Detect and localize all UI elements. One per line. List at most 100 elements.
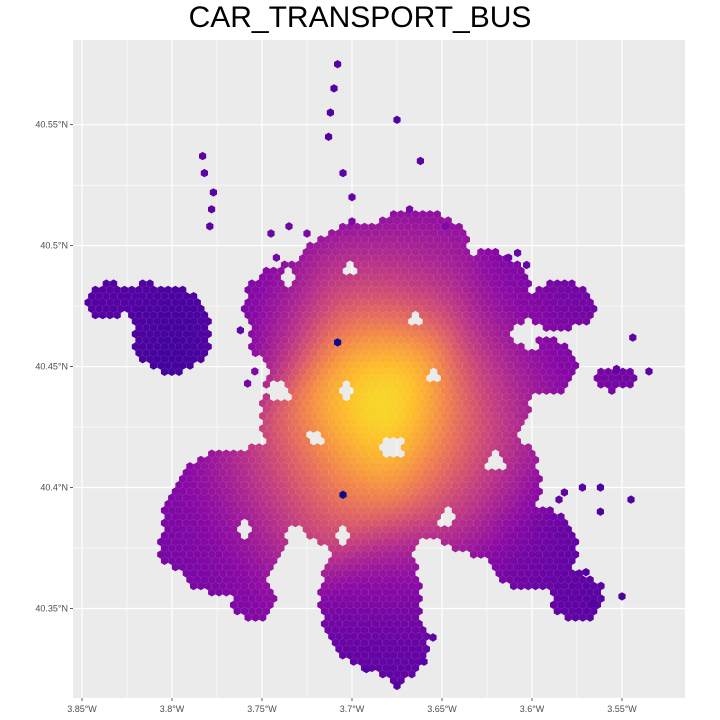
- hex-cell: [302, 424, 310, 433]
- hex-cell: [386, 216, 394, 225]
- hex-cell: [353, 247, 361, 257]
- hex-cell: [393, 380, 401, 389]
- hex-cell: [542, 373, 550, 383]
- hex-cell: [419, 273, 427, 282]
- hex-cell: [360, 449, 369, 458]
- hex-cell: [531, 506, 540, 515]
- hex-cell: [510, 481, 518, 490]
- hex-cell: [262, 493, 270, 502]
- hex-cell: [95, 304, 103, 313]
- hex-cell: [324, 323, 332, 332]
- hex-cell: [470, 298, 478, 307]
- hex-cell: [557, 323, 565, 332]
- hex-cell: [397, 260, 405, 269]
- hex-cell: [440, 411, 449, 421]
- hex-cell: [371, 329, 380, 339]
- hex-cell: [528, 386, 536, 395]
- hex-cell: [586, 298, 594, 307]
- hex-cell: [400, 304, 409, 313]
- hex-cell: [379, 569, 387, 578]
- hex-cell: [444, 241, 452, 250]
- hex-cell: [521, 348, 529, 358]
- hex-cell: [422, 531, 430, 540]
- hex-cell: [226, 581, 234, 591]
- hex-cell: [561, 380, 569, 389]
- hex-cell: [357, 531, 365, 540]
- hex-cell: [491, 436, 500, 446]
- hex-cell: [88, 304, 96, 313]
- hex-cell: [320, 455, 329, 465]
- hex-cell: [477, 487, 485, 496]
- hex-cell: [331, 424, 340, 433]
- hex-cell: [350, 241, 358, 250]
- hex-cell: [393, 657, 401, 666]
- hex-cell: [411, 462, 420, 471]
- hex-cell: [244, 462, 252, 471]
- hex-cell: [513, 462, 521, 471]
- hex-cell: [302, 449, 310, 458]
- hex-cell: [408, 418, 416, 427]
- hex-cell: [277, 405, 285, 414]
- hex-cell: [546, 317, 554, 326]
- hex-cell: [397, 537, 405, 547]
- hex-cell: [444, 254, 452, 263]
- hex-cell: [342, 279, 350, 288]
- hex-cell: [480, 455, 489, 465]
- hex-cell: [353, 260, 361, 269]
- hex-cell: [288, 512, 296, 521]
- hex-cell: [236, 326, 244, 335]
- hex-cell: [357, 266, 365, 276]
- hex-cell: [488, 518, 496, 528]
- hex-cell: [477, 462, 485, 471]
- hex-cell: [393, 681, 401, 691]
- hex-cell: [386, 670, 394, 679]
- hex-cell: [462, 411, 470, 421]
- hex-cell: [542, 512, 550, 521]
- hex-cell: [437, 304, 445, 313]
- hex-cell: [128, 310, 136, 320]
- hex-cell: [324, 386, 332, 395]
- y-axis-ticks: 40.35°N40.4°N40.45°N40.5°N40.55°N: [35, 120, 73, 613]
- hex-cell: [379, 229, 387, 238]
- hex-cell: [193, 298, 201, 307]
- hex-cell: [320, 443, 329, 452]
- hex-cell: [182, 518, 190, 528]
- hex-cell: [455, 449, 463, 458]
- hex-cell: [422, 506, 430, 515]
- hex-cell: [334, 338, 342, 347]
- hex-cell: [208, 499, 216, 509]
- hex-cell: [524, 556, 532, 565]
- hex-cell: [339, 588, 347, 597]
- hex-cell: [346, 285, 354, 295]
- hex-cell: [139, 329, 147, 339]
- hex-cell: [466, 481, 474, 490]
- hex-cell: [386, 481, 394, 490]
- hex-cell: [350, 292, 358, 301]
- hex-cell: [590, 607, 598, 616]
- hex-cell: [542, 285, 550, 295]
- hex-cell: [521, 499, 529, 509]
- hex-cell: [393, 556, 401, 565]
- hex-cell: [371, 418, 380, 427]
- hex-cell: [480, 367, 489, 376]
- hex-cell: [357, 619, 365, 628]
- hex-cell: [382, 260, 390, 269]
- hex-cell: [259, 487, 267, 496]
- hex-cell: [502, 455, 510, 465]
- hex-cell: [317, 449, 325, 458]
- hex-cell: [535, 550, 543, 559]
- hex-cell: [328, 279, 336, 288]
- hex-cell: [295, 411, 303, 421]
- hex-cell: [284, 455, 292, 465]
- hex-cell: [251, 310, 260, 320]
- hex-cell: [506, 336, 514, 345]
- hex-cell: [393, 607, 401, 616]
- hex-cell: [411, 424, 420, 433]
- hex-cell: [400, 241, 409, 250]
- hex-cell: [422, 216, 430, 225]
- hex-cell: [480, 443, 489, 452]
- hex-cell: [408, 670, 416, 679]
- hex-cell: [310, 474, 318, 484]
- hex-cell: [473, 367, 481, 376]
- hex-cell: [233, 569, 241, 578]
